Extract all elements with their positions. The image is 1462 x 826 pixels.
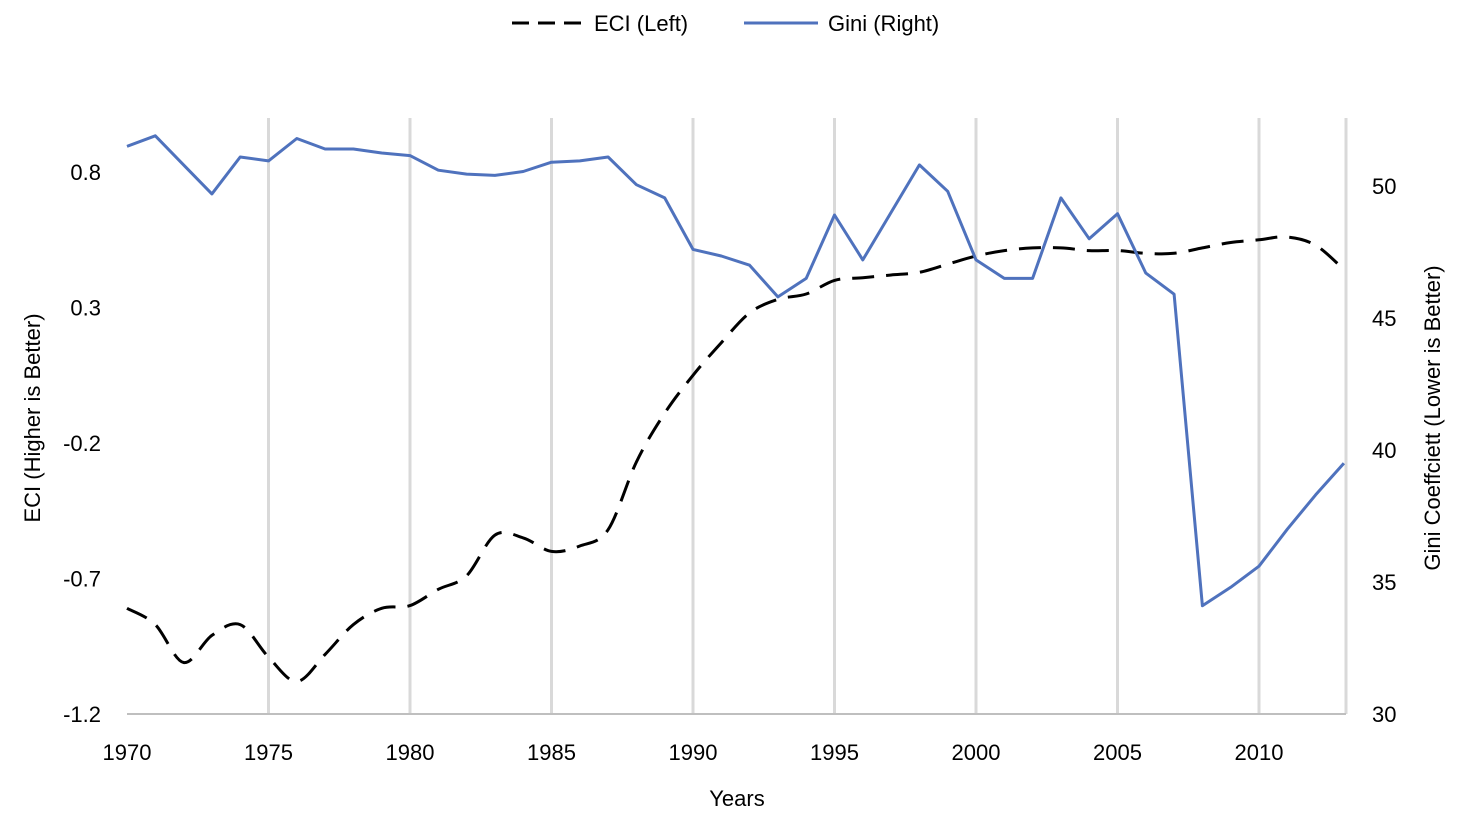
x-tick-label-1990: 1990	[669, 740, 718, 765]
y-left-tick-label: 0.8	[70, 160, 101, 185]
y-left-tick-label: -0.7	[63, 567, 101, 592]
x-tick-label-1985: 1985	[527, 740, 576, 765]
y-right-tick-label: 35	[1372, 570, 1396, 595]
y-right-tick-label: 50	[1372, 174, 1396, 199]
legend-label-gini: Gini (Right)	[828, 11, 939, 36]
eci-line	[126, 235, 1345, 683]
y-right-tick-label: 30	[1372, 702, 1396, 727]
x-tick-label-2010: 2010	[1235, 740, 1284, 765]
legend: ECI (Left) Gini (Right)	[512, 11, 939, 36]
x-tick-label-1970: 1970	[103, 740, 152, 765]
x-tick-label-1980: 1980	[386, 740, 435, 765]
x-axis-title: Years	[709, 786, 764, 811]
y-left-tick-label: -0.2	[63, 431, 101, 456]
y-left-tick-labels: 0.8 0.3 -0.2 -0.7 -1.2	[63, 160, 101, 727]
x-tick-label-1975: 1975	[244, 740, 293, 765]
x-tick-label-2005: 2005	[1093, 740, 1142, 765]
gini-line	[126, 134, 1346, 608]
x-tick-label-1995: 1995	[810, 740, 859, 765]
y-right-tick-label: 40	[1372, 438, 1396, 463]
x-tick-labels: 1970 1975 1980 1985 1990 1995 2000 2005 2010	[103, 740, 1284, 765]
x-tick-label-2000: 2000	[952, 740, 1001, 765]
series-layer	[126, 134, 1346, 683]
y-right-tick-labels: 50 45 40 35 30	[1372, 174, 1396, 727]
y-left-tick-label: -1.2	[63, 702, 101, 727]
y-right-tick-label: 45	[1372, 306, 1396, 331]
y-axis-right-title: Gini Coeffciett (Lower is Better)	[1420, 265, 1445, 570]
legend-label-eci: ECI (Left)	[594, 11, 688, 36]
y-left-tick-label: 0.3	[70, 296, 101, 321]
y-axis-left-title: ECI (Higher is Better)	[20, 313, 45, 522]
